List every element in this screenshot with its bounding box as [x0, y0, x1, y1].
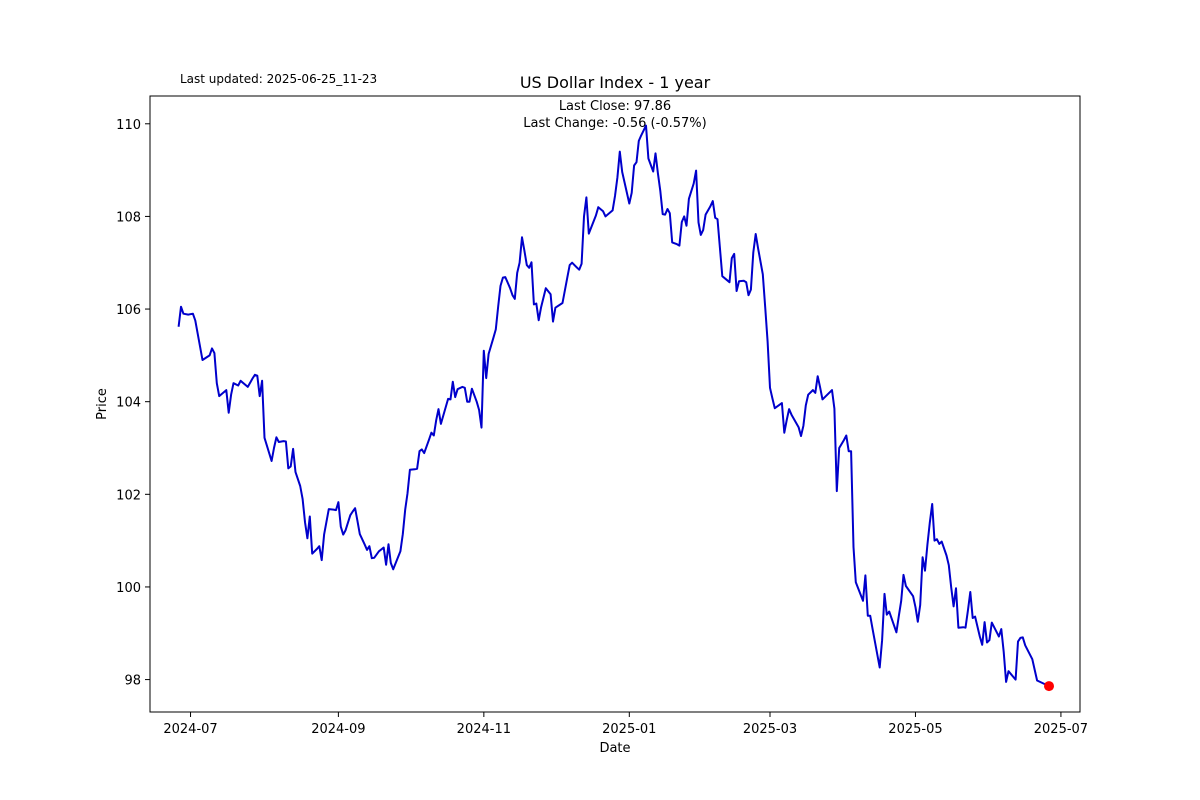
x-tick-label: 2024-07: [163, 722, 217, 737]
plot-frame: [149, 95, 1081, 713]
last-change-annotation: Last Change: -0.56 (-0.57%): [523, 116, 706, 131]
y-tick-label: 106: [116, 303, 141, 318]
chart-title: US Dollar Index - 1 year: [520, 73, 711, 92]
x-tick-label: 2025-05: [888, 722, 942, 737]
x-tick-label: 2024-09: [311, 722, 365, 737]
x-tick-label: 2025-03: [743, 722, 797, 737]
last-updated-label: Last updated: 2025-06-25_11-23: [180, 72, 377, 86]
y-tick-label: 104: [116, 396, 141, 411]
y-tick-label: 102: [116, 488, 141, 503]
y-tick-label: 110: [116, 118, 141, 133]
x-tick-label: 2025-01: [602, 722, 656, 737]
y-tick-label: 100: [116, 581, 141, 596]
price-series-line: [177, 124, 1050, 688]
y-tick-label: 98: [124, 674, 141, 689]
x-axis-label: Date: [599, 741, 630, 756]
y-axis-ticks: 98 100 102 104 106 108 110: [116, 118, 150, 689]
x-tick-label: 2025-07: [1034, 722, 1088, 737]
x-axis-ticks: 2024-07 2024-09 2024-11 2025-01 2025-03 2025-…: [163, 712, 1088, 737]
last-close-marker: [1044, 681, 1054, 692]
x-tick-label: 2024-11: [457, 722, 511, 737]
y-tick-label: 108: [116, 210, 141, 225]
y-axis-label: Price: [95, 388, 110, 420]
last-close-annotation: Last Close: 97.86: [559, 99, 671, 114]
